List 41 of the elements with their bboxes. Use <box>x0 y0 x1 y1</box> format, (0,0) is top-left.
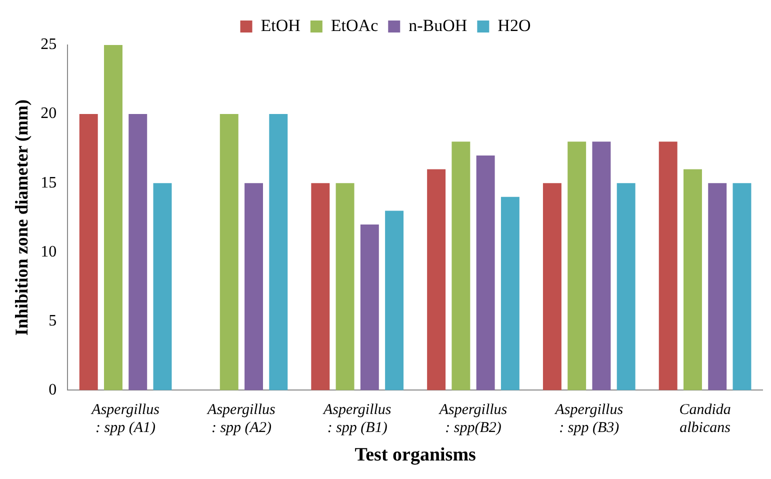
bar <box>153 183 172 390</box>
x-tick-label: Aspergillus : spp (A1) <box>90 402 160 436</box>
bar <box>476 155 495 390</box>
x-tick-label: Candida albicans <box>679 402 731 436</box>
legend-label: EtOAc <box>330 16 379 35</box>
bar <box>658 142 678 390</box>
bar <box>592 142 611 390</box>
bar <box>128 114 148 390</box>
bar <box>708 183 727 390</box>
bar <box>244 183 263 390</box>
legend-label: n-BuOH <box>408 16 468 35</box>
bar <box>360 224 379 390</box>
x-tick-label: Aspergillus : spp (B3) <box>554 402 624 436</box>
y-tick-label: 0 <box>48 381 57 398</box>
bar <box>452 142 470 390</box>
x-tick-label: Aspergillus : spp (A2) <box>206 402 276 436</box>
bar <box>336 183 354 390</box>
x-axis-title: Test organisms <box>354 444 476 466</box>
bar <box>732 183 752 390</box>
bar <box>311 183 330 390</box>
y-tick-label: 20 <box>40 105 57 122</box>
y-tick-label: 15 <box>40 174 57 192</box>
bar <box>104 45 122 390</box>
bar <box>500 196 520 390</box>
y-axis-title: Inhibition zone diameter (mm) <box>11 100 32 336</box>
bar <box>684 169 702 390</box>
bar <box>542 183 562 390</box>
bar <box>385 210 404 390</box>
y-tick-label: 5 <box>48 312 57 330</box>
legend-label: H2O <box>498 16 531 35</box>
bar <box>79 114 98 390</box>
bar <box>616 183 636 390</box>
bar <box>427 169 446 390</box>
x-tick-label: Aspergillus : spp(B2) <box>438 402 508 436</box>
y-tick-label: 25 <box>40 36 57 54</box>
bar <box>220 114 238 390</box>
legend-label: EtOH <box>260 16 300 35</box>
bar <box>568 142 586 390</box>
x-tick-label: Aspergillus : spp (B1) <box>322 402 392 436</box>
y-tick-label: 10 <box>40 243 57 260</box>
bar <box>269 114 288 390</box>
